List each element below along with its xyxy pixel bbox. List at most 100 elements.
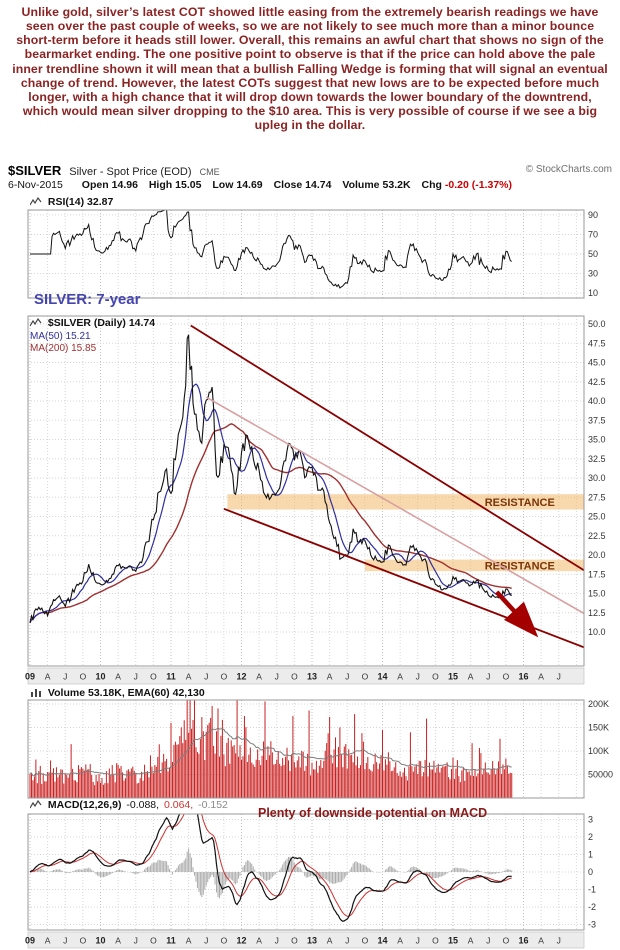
svg-text:A: A	[468, 936, 474, 946]
svg-text:O: O	[503, 672, 510, 682]
low-label: Low	[212, 179, 234, 191]
svg-text:22.5: 22.5	[588, 531, 606, 541]
svg-text:O: O	[362, 936, 369, 946]
svg-text:10.0: 10.0	[588, 627, 606, 637]
svg-text:90: 90	[588, 210, 598, 220]
exchange-label: CME	[199, 167, 220, 177]
change-label: Chg	[421, 179, 442, 191]
down-arrow	[495, 590, 539, 638]
rsi-line	[30, 210, 512, 289]
macd-line	[29, 814, 512, 922]
svg-text:16: 16	[518, 936, 528, 946]
svg-text:12: 12	[236, 672, 246, 682]
svg-text:70: 70	[588, 229, 598, 239]
x-axis-strip	[27, 931, 585, 949]
macd-panel-border	[27, 813, 585, 931]
svg-text:14: 14	[377, 672, 387, 682]
svg-text:O: O	[80, 936, 87, 946]
svg-text:100K: 100K	[588, 746, 609, 756]
high-label: High	[148, 179, 173, 191]
price-legend-text: $SILVER (Daily) 14.74	[47, 317, 156, 329]
svg-text:J: J	[204, 672, 208, 682]
open-value: 14.96	[111, 179, 138, 191]
macd-annotation: Plenty of downside potential on MACD	[258, 806, 488, 820]
resistance-band-upper	[227, 494, 584, 510]
svg-text:-2: -2	[588, 902, 596, 912]
volume-legend: Volume 53.18K, EMA(60) 42,130	[30, 687, 207, 699]
svg-text:J: J	[63, 936, 67, 946]
svg-text:50000: 50000	[588, 770, 613, 780]
svg-text:A: A	[115, 936, 121, 946]
svg-text:O: O	[432, 672, 439, 682]
svg-text:10: 10	[95, 936, 105, 946]
close-label: Close	[273, 179, 303, 191]
svg-text:17.5: 17.5	[588, 569, 606, 579]
svg-text:10: 10	[588, 288, 598, 298]
pale-inner-trendline	[205, 396, 584, 615]
svg-text:O: O	[503, 936, 510, 946]
quote-low: Low 14.69	[212, 179, 262, 191]
rsi-legend: RSI(14) 32.87	[29, 196, 115, 208]
svg-text:15: 15	[448, 936, 458, 946]
svg-text:A: A	[397, 672, 403, 682]
svg-text:A: A	[186, 672, 192, 682]
svg-text:30.0: 30.0	[588, 473, 606, 483]
svg-text:40.0: 40.0	[588, 396, 606, 406]
svg-text:A: A	[397, 936, 403, 946]
svg-text:O: O	[150, 672, 157, 682]
macd-params: MACD(12,26,9)	[47, 799, 122, 811]
svg-text:A: A	[327, 672, 333, 682]
svg-text:A: A	[256, 936, 262, 946]
resistance-label: RESISTANCE	[485, 560, 555, 572]
svg-text:A: A	[256, 672, 262, 682]
volume-ema-line	[29, 727, 512, 777]
svg-text:O: O	[362, 672, 369, 682]
ma200-legend: MA(200) 15.85	[30, 343, 97, 354]
ma50-legend: MA(50) 15.21	[30, 331, 91, 342]
svg-text:O: O	[150, 936, 157, 946]
svg-text:0: 0	[588, 867, 593, 877]
quote-date: 6-Nov-2015	[8, 179, 63, 191]
svg-text:-1: -1	[588, 885, 596, 895]
rsi-panel-border	[27, 209, 585, 299]
svg-text:12.5: 12.5	[588, 608, 606, 618]
svg-text:50: 50	[588, 249, 598, 259]
svg-text:15: 15	[448, 672, 458, 682]
zigzag-icon	[29, 317, 42, 327]
ma50-line	[29, 383, 512, 624]
svg-text:O: O	[221, 936, 228, 946]
chart-canvas: 907050301050.047.545.042.540.037.535.032…	[0, 192, 620, 950]
macd-signal-line	[29, 814, 512, 917]
svg-text:J: J	[204, 936, 208, 946]
macd-line-value: -0.088,	[126, 799, 160, 811]
main-panel-border	[27, 315, 585, 667]
svg-text:J: J	[345, 672, 349, 682]
svg-text:09: 09	[25, 672, 35, 682]
svg-text:J: J	[486, 672, 490, 682]
svg-text:J: J	[275, 672, 279, 682]
svg-text:27.5: 27.5	[588, 492, 606, 502]
svg-text:15.0: 15.0	[588, 589, 606, 599]
svg-text:O: O	[80, 672, 87, 682]
ma200-line	[29, 423, 512, 624]
quote-volume: Volume 53.2K	[342, 179, 410, 191]
svg-text:35.0: 35.0	[588, 435, 606, 445]
volume-legend-text: Volume 53.18K, EMA(60) 42,130	[47, 687, 205, 699]
svg-text:13: 13	[307, 672, 317, 682]
svg-text:14: 14	[377, 936, 387, 946]
svg-text:A: A	[538, 936, 544, 946]
zigzag-icon	[29, 799, 42, 809]
quote-high: High 15.05	[149, 179, 202, 191]
quote-close: Close 14.74	[274, 179, 332, 191]
svg-text:16: 16	[518, 672, 528, 682]
vol-panel-border	[27, 699, 585, 799]
commentary-text: Unlike gold, silver’s latest COT showed …	[12, 5, 608, 133]
macd-signal-value: 0.064,	[164, 799, 194, 811]
svg-text:J: J	[486, 936, 490, 946]
svg-text:42.5: 42.5	[588, 377, 606, 387]
svg-text:11: 11	[166, 672, 176, 682]
macd-histogram-value: -0.152	[198, 799, 228, 811]
svg-text:11: 11	[166, 936, 176, 946]
svg-text:O: O	[221, 672, 228, 682]
svg-text:150K: 150K	[588, 723, 609, 733]
